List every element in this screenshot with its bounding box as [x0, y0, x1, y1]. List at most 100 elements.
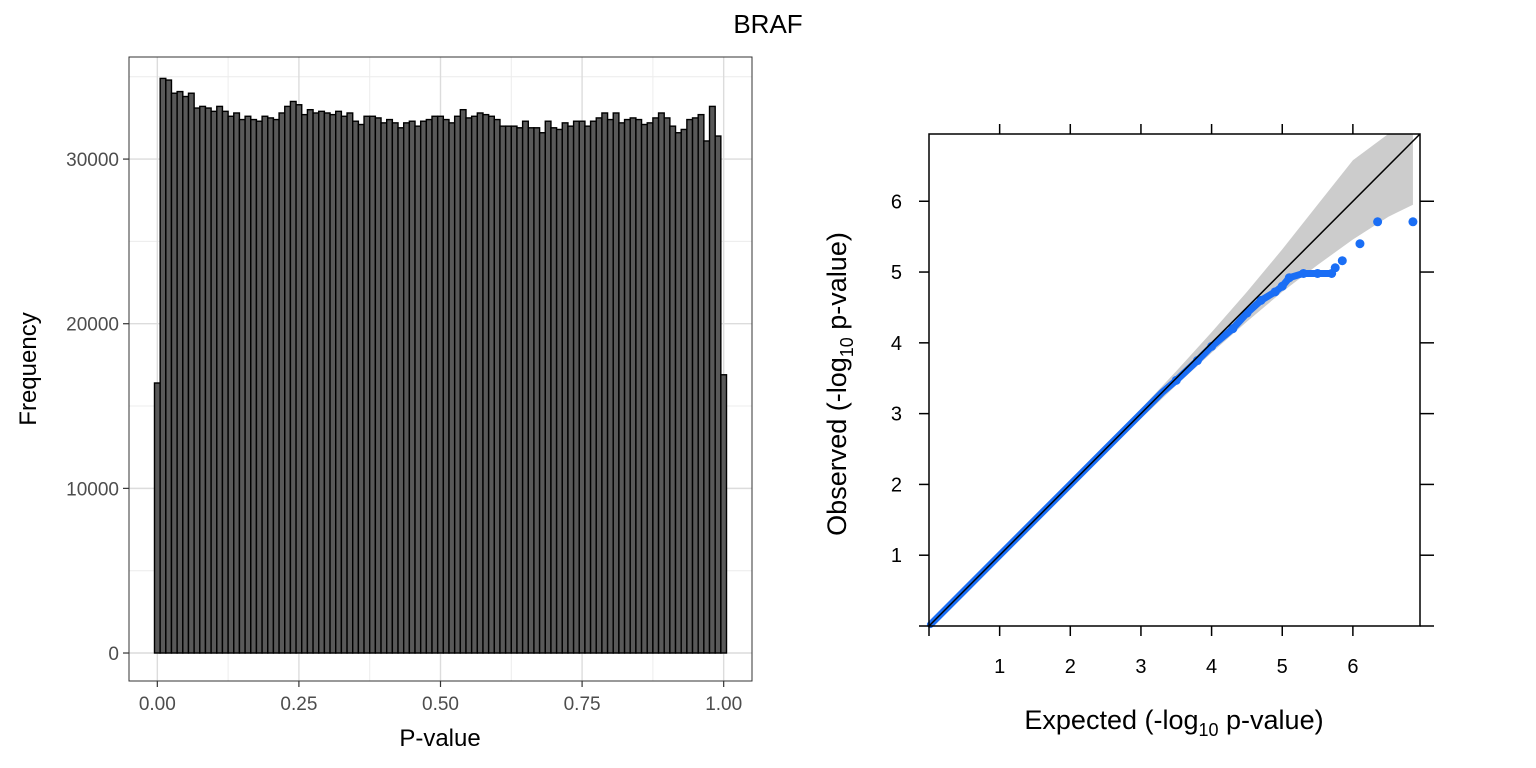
histogram-bar [233, 112, 241, 654]
histogram-bar [487, 115, 496, 654]
histogram-bar [425, 118, 433, 654]
qq-points [926, 217, 1418, 629]
histogram-bar [301, 113, 309, 654]
qq-x-tick-label: 4 [1206, 656, 1217, 678]
histogram-bar [499, 125, 507, 654]
histogram-bar [646, 122, 654, 654]
qq-y-tick-label: 3 [891, 404, 902, 426]
histogram-bar [182, 95, 190, 654]
histogram-bar [397, 127, 405, 654]
histogram-bar [516, 127, 524, 654]
qq-point [1270, 287, 1280, 297]
qq-points-dense-series [926, 269, 1336, 629]
histogram-bar [686, 118, 694, 654]
histogram-x-tick-label: 1.00 [705, 694, 742, 715]
histogram-bar [431, 115, 439, 654]
histogram-bar [584, 125, 592, 654]
histogram-bar [703, 140, 711, 654]
qq-point [1277, 281, 1287, 291]
qq-y-tick-label: 2 [891, 474, 902, 496]
qq-y-tick-label: 5 [891, 262, 902, 284]
histogram-bar [272, 118, 280, 654]
histogram-bar [544, 120, 552, 654]
qq-point [1337, 256, 1347, 266]
qq-point [1330, 263, 1340, 273]
qq-y-axis-label: Observed (-log10 p-value) [822, 232, 857, 536]
histogram-bar [680, 128, 688, 654]
histogram-bar [612, 112, 620, 654]
histogram-bar [476, 112, 484, 654]
qq-point [1313, 268, 1323, 278]
histogram-bar [510, 125, 518, 654]
histogram-bar [391, 122, 399, 654]
qq-y-tick-label: 4 [891, 333, 902, 355]
histogram-bar [657, 112, 665, 654]
histogram-bar [640, 123, 648, 654]
qq-x-label-part2: p-value) [1219, 705, 1324, 735]
histogram-bar [165, 79, 173, 654]
histogram-bar [697, 113, 705, 654]
qq-y-ticks: 1 2 3 4 5 6 [891, 191, 1434, 627]
histogram-bar [204, 107, 212, 654]
histogram-bar [335, 110, 343, 654]
histogram-bar [448, 122, 456, 654]
histogram-bar [572, 120, 580, 654]
histogram-bar [470, 115, 479, 654]
histogram-bar [312, 112, 320, 654]
histogram-bar [482, 113, 490, 654]
histogram-y-tick-label: 20000 [66, 315, 119, 336]
histogram-bar [210, 110, 218, 654]
qq-y-tick-label: 6 [891, 191, 902, 213]
histogram-x-tick-label: 0.00 [139, 694, 176, 715]
histogram-bar [318, 110, 326, 654]
histogram-bar [578, 120, 586, 654]
histogram-bar [255, 120, 263, 654]
histogram-bar [629, 117, 637, 654]
histogram-bar [527, 127, 535, 654]
histogram-bar [323, 112, 331, 654]
qq-point [1298, 268, 1308, 278]
qq-point [1408, 217, 1418, 227]
histogram-x-ticks: 0.00 0.25 0.50 0.75 1.00 [139, 681, 742, 715]
histogram-bar [369, 115, 377, 654]
histogram-bar [159, 77, 167, 654]
qq-point [1355, 239, 1365, 249]
histogram-bar [250, 118, 258, 654]
qq-point [1284, 273, 1294, 283]
histogram-bar [199, 105, 207, 654]
histogram-bar [295, 104, 303, 654]
qq-point [1228, 324, 1238, 334]
histogram-bar [408, 120, 416, 654]
histogram-bar [221, 110, 229, 654]
histogram-bar [153, 382, 161, 654]
histogram-y-tick-label: 30000 [66, 150, 119, 171]
histogram-bar [176, 90, 184, 654]
qq-point [1373, 217, 1383, 227]
histogram-bar [669, 125, 677, 654]
histogram-bar [187, 92, 195, 654]
histogram-bar [720, 374, 728, 654]
histogram-x-tick-label: 0.25 [280, 694, 317, 715]
histogram-bar [538, 132, 546, 654]
histogram-bar [567, 125, 575, 654]
histogram-bar [244, 115, 252, 654]
qq-y-label-part1: Observed (-log [822, 357, 852, 536]
histogram-bar [459, 108, 467, 654]
qq-y-label-part2: p-value) [822, 232, 852, 337]
histogram-bar [340, 115, 348, 654]
histogram-bar [453, 115, 462, 654]
histogram-bar [216, 105, 224, 654]
histogram-bar [442, 118, 450, 654]
qq-x-label-subscript: 10 [1199, 720, 1219, 740]
qq-panel-border [928, 133, 1421, 627]
histogram-bar [504, 125, 512, 654]
histogram-bar [238, 118, 246, 654]
qq-y-label-subscript: 10 [837, 337, 857, 357]
qq-y-tick-label: 1 [891, 545, 902, 567]
histogram-bar [329, 113, 337, 654]
histogram-bar [436, 115, 445, 654]
histogram-bar [363, 115, 371, 654]
